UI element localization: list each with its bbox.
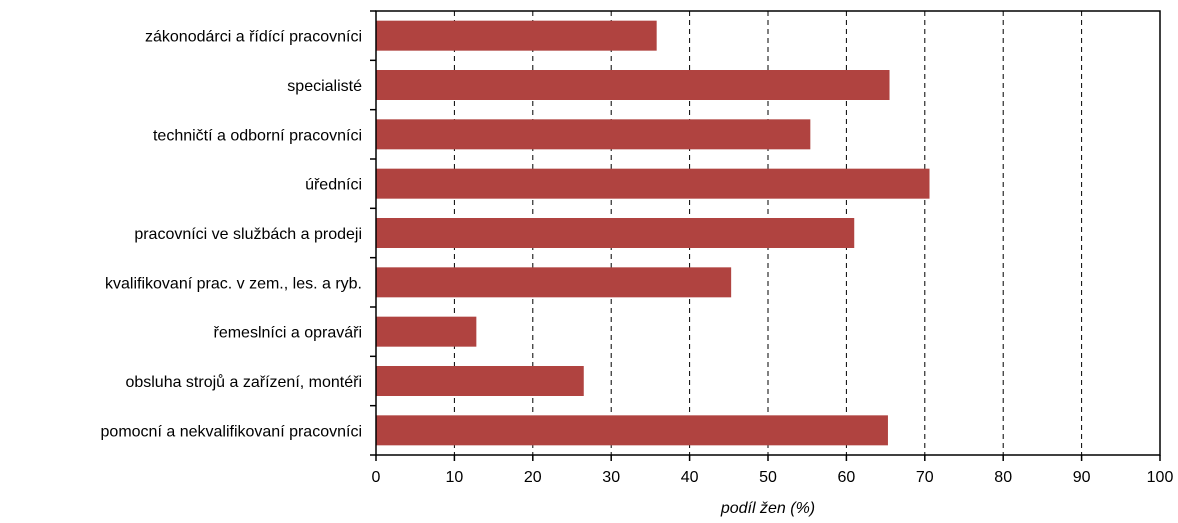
bar <box>376 119 811 150</box>
x-tick-label: 70 <box>916 469 934 486</box>
bar <box>376 366 584 396</box>
bar <box>376 267 732 298</box>
bars <box>376 20 930 446</box>
category-label: úředníci <box>305 177 362 194</box>
x-tick-label: 0 <box>372 469 381 486</box>
category-label: pomocní a nekvalifikovaní pracovníci <box>101 423 362 440</box>
x-tick-label: 10 <box>446 469 464 486</box>
x-tick-label: 50 <box>759 469 777 486</box>
bar <box>376 168 930 199</box>
category-label: obsluha strojů a zařízení, montéři <box>125 373 362 391</box>
category-label: zákonodárci a řídící pracovníci <box>145 29 362 46</box>
x-tick-label: 60 <box>838 469 856 486</box>
category-label: pracovníci ve službách a prodeji <box>134 226 362 243</box>
category-label: specialisté <box>287 78 362 95</box>
category-label: řemeslníci a opraváři <box>214 325 363 342</box>
category-label: techničtí a odborní pracovníci <box>153 127 362 144</box>
x-axis-title: podíl žen (%) <box>720 500 815 517</box>
x-tick-label: 90 <box>1073 469 1091 486</box>
x-tick-label: 100 <box>1147 469 1174 486</box>
category-labels: zákonodárci a řídící pracovníci specialis… <box>101 29 363 441</box>
x-tick-label: 30 <box>602 469 620 486</box>
x-tick-label: 80 <box>994 469 1012 486</box>
category-label: kvalifikovaní prac. v zem., les. a ryb. <box>105 275 362 292</box>
x-tick-label: 40 <box>681 469 699 486</box>
bar <box>376 70 890 100</box>
bar <box>376 20 657 51</box>
bar <box>376 415 888 446</box>
bar <box>376 218 855 248</box>
bar <box>376 316 477 347</box>
x-tick-label: 20 <box>524 469 542 486</box>
x-axis-ticks: 0 10 20 30 40 50 60 70 80 90 100 <box>370 10 1174 486</box>
